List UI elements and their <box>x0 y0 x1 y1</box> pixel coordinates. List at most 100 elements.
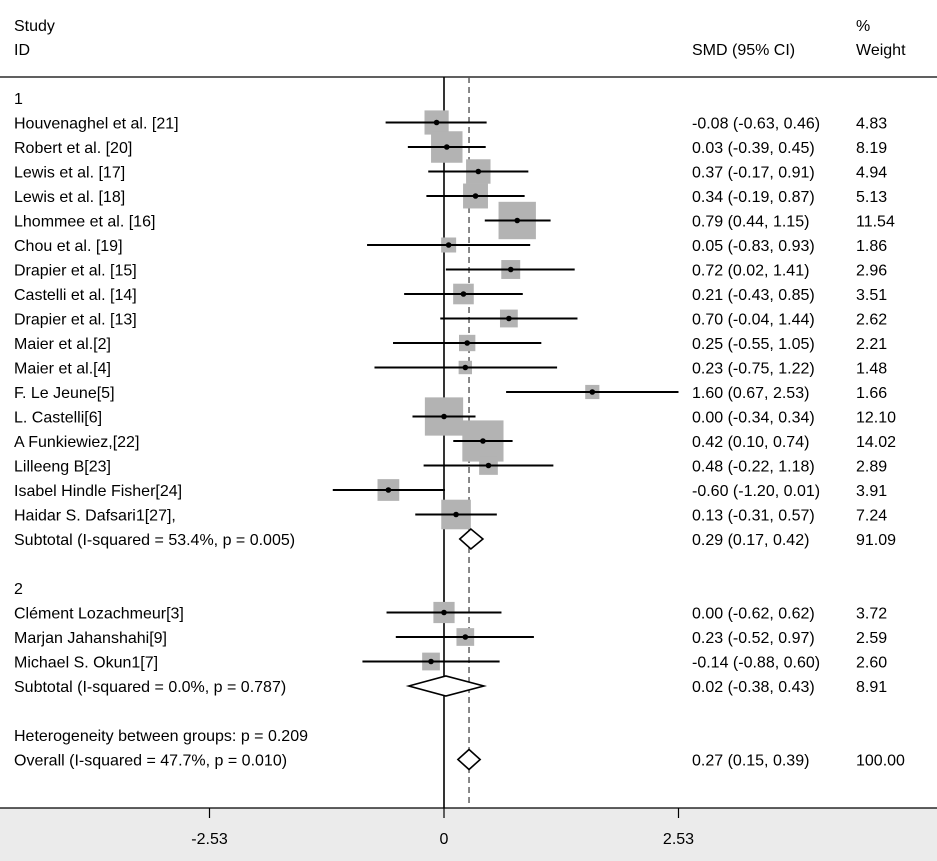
subtotal-diamond <box>458 527 485 551</box>
weight-text: 3.72 <box>856 606 887 623</box>
weight-text: 1.66 <box>856 385 887 402</box>
overall-diamond-ci-text: 0.27 (0.15, 0.39) <box>692 753 809 770</box>
x-tick-label: 2.53 <box>663 831 694 848</box>
study-label: A Funkiewiez,[22] <box>14 434 139 451</box>
weight-text: 5.13 <box>856 189 887 206</box>
weight-text: 1.48 <box>856 361 887 378</box>
study-label: Isabel Hindle Fisher[24] <box>14 483 182 500</box>
point-estimate <box>480 438 486 444</box>
weight-text: 7.24 <box>856 508 887 525</box>
weight-text: 12.10 <box>856 410 896 427</box>
subtotal-diamond-ci-text: 0.02 (-0.38, 0.43) <box>692 679 815 696</box>
ci-text: 0.48 (-0.22, 1.18) <box>692 459 815 476</box>
x-tick-label: 0 <box>440 831 449 848</box>
point-estimate <box>462 364 469 371</box>
ci-text: -0.08 (-0.63, 0.46) <box>692 116 820 133</box>
plot-marks <box>208 77 680 818</box>
ci-text: 0.72 (0.02, 1.41) <box>692 263 809 280</box>
weight-text: 14.02 <box>856 434 896 451</box>
subtotal-diamond <box>405 675 487 697</box>
point-estimate <box>475 168 482 175</box>
header-id: ID <box>14 42 30 59</box>
group-label: 2 <box>14 581 23 598</box>
point-estimate <box>433 119 440 126</box>
ci-text: 0.00 (-0.34, 0.34) <box>692 410 815 427</box>
weight-text: 2.62 <box>856 312 887 329</box>
study-label: Castelli et al. [14] <box>14 287 137 304</box>
weight-text: 2.60 <box>856 655 887 672</box>
ci-text: 0.70 (-0.04, 1.44) <box>692 312 815 329</box>
point-estimate <box>514 217 521 224</box>
ci-text: 0.23 (-0.52, 0.97) <box>692 630 815 647</box>
study-label: Lhommee et al. [16] <box>14 214 155 231</box>
header-effect: SMD (95% CI) <box>692 42 795 59</box>
ci-text: 0.42 (0.10, 0.74) <box>692 434 809 451</box>
point-estimate <box>385 487 392 493</box>
ci-text: 0.05 (-0.83, 0.93) <box>692 238 815 255</box>
point-estimate <box>507 266 514 273</box>
ci-text: -0.60 (-1.20, 0.01) <box>692 483 820 500</box>
ci-text: 1.60 (0.67, 2.53) <box>692 385 809 402</box>
subtotal-diamond-label: Subtotal (I-squared = 53.4%, p = 0.005) <box>14 532 295 549</box>
study-label: Michael S. Okun1[7] <box>14 655 158 672</box>
point-estimate <box>441 609 447 616</box>
ci-text: 0.79 (0.44, 1.15) <box>692 214 809 231</box>
weight-text: 3.51 <box>856 287 887 304</box>
axis-band <box>0 808 937 861</box>
subtotal-diamond-label: Subtotal (I-squared = 0.0%, p = 0.787) <box>14 679 286 696</box>
point-estimate <box>462 634 469 640</box>
ci-text: 0.34 (-0.19, 0.87) <box>692 189 815 206</box>
weight-text: 2.59 <box>856 630 887 647</box>
overall-diamond <box>456 748 482 771</box>
study-label: Houvenaghel et al. [21] <box>14 116 179 133</box>
study-label: Maier et al.[2] <box>14 336 111 353</box>
study-label: F. Le Jeune[5] <box>14 385 115 402</box>
study-label: Drapier et al. [15] <box>14 263 137 280</box>
subtotal-diamond-weight-text: 91.09 <box>856 532 896 549</box>
weight-text: 2.96 <box>856 263 887 280</box>
study-label: Lewis et al. [18] <box>14 189 125 206</box>
weight-text: 4.94 <box>856 165 887 182</box>
point-estimate <box>443 144 450 150</box>
overall-diamond-label: Overall (I-squared = 47.7%, p = 0.010) <box>14 753 287 770</box>
point-estimate <box>464 340 470 346</box>
weight-text: 2.21 <box>856 336 887 353</box>
study-label: Robert et al. [20] <box>14 140 132 157</box>
study-label: Clément Lozachmeur[3] <box>14 606 184 623</box>
weight-text: 8.19 <box>856 140 887 157</box>
point-estimate <box>460 291 467 297</box>
ci-text: -0.14 (-0.88, 0.60) <box>692 655 820 672</box>
study-label: Maier et al.[4] <box>14 361 111 378</box>
ci-text: 0.25 (-0.55, 1.05) <box>692 336 815 353</box>
ci-text: 0.23 (-0.75, 1.22) <box>692 361 815 378</box>
point-estimate <box>453 511 459 518</box>
ci-text: 0.03 (-0.39, 0.45) <box>692 140 815 157</box>
study-label: L. Castelli[6] <box>14 410 102 427</box>
weight-text: 11.54 <box>856 214 895 231</box>
weight-text: 1.86 <box>856 238 887 255</box>
overall-diamond-weight-text: 100.00 <box>856 753 905 770</box>
study-label: Lewis et al. [17] <box>14 165 125 182</box>
group-label: 1 <box>14 91 23 108</box>
study-label: Chou et al. [19] <box>14 238 123 255</box>
weight-text: 3.91 <box>856 483 887 500</box>
x-tick-label: -2.53 <box>191 831 228 848</box>
point-estimate <box>472 193 479 199</box>
study-label: Marjan Jahanshahi[9] <box>14 630 167 647</box>
point-estimate <box>485 462 492 469</box>
point-estimate <box>445 242 452 248</box>
ci-text: 0.21 (-0.43, 0.85) <box>692 287 815 304</box>
header-study: Study <box>14 18 55 35</box>
point-estimate <box>506 315 512 322</box>
row-labels: 1 Houvenaghel et al. [21] -0.08 (-0.63, 0.… <box>14 91 905 848</box>
point-estimate <box>428 658 434 665</box>
point-estimate <box>589 389 596 395</box>
heterogeneity-text: Heterogeneity between groups: p = 0.209 <box>14 728 308 745</box>
study-label: Haidar S. Dafsari1[27], <box>14 508 176 525</box>
ci-text: 0.37 (-0.17, 0.91) <box>692 165 815 182</box>
weight-text: 4.83 <box>856 116 887 133</box>
ci-text: 0.00 (-0.62, 0.62) <box>692 606 815 623</box>
weight-text: 2.89 <box>856 459 887 476</box>
point-estimate <box>441 413 447 420</box>
